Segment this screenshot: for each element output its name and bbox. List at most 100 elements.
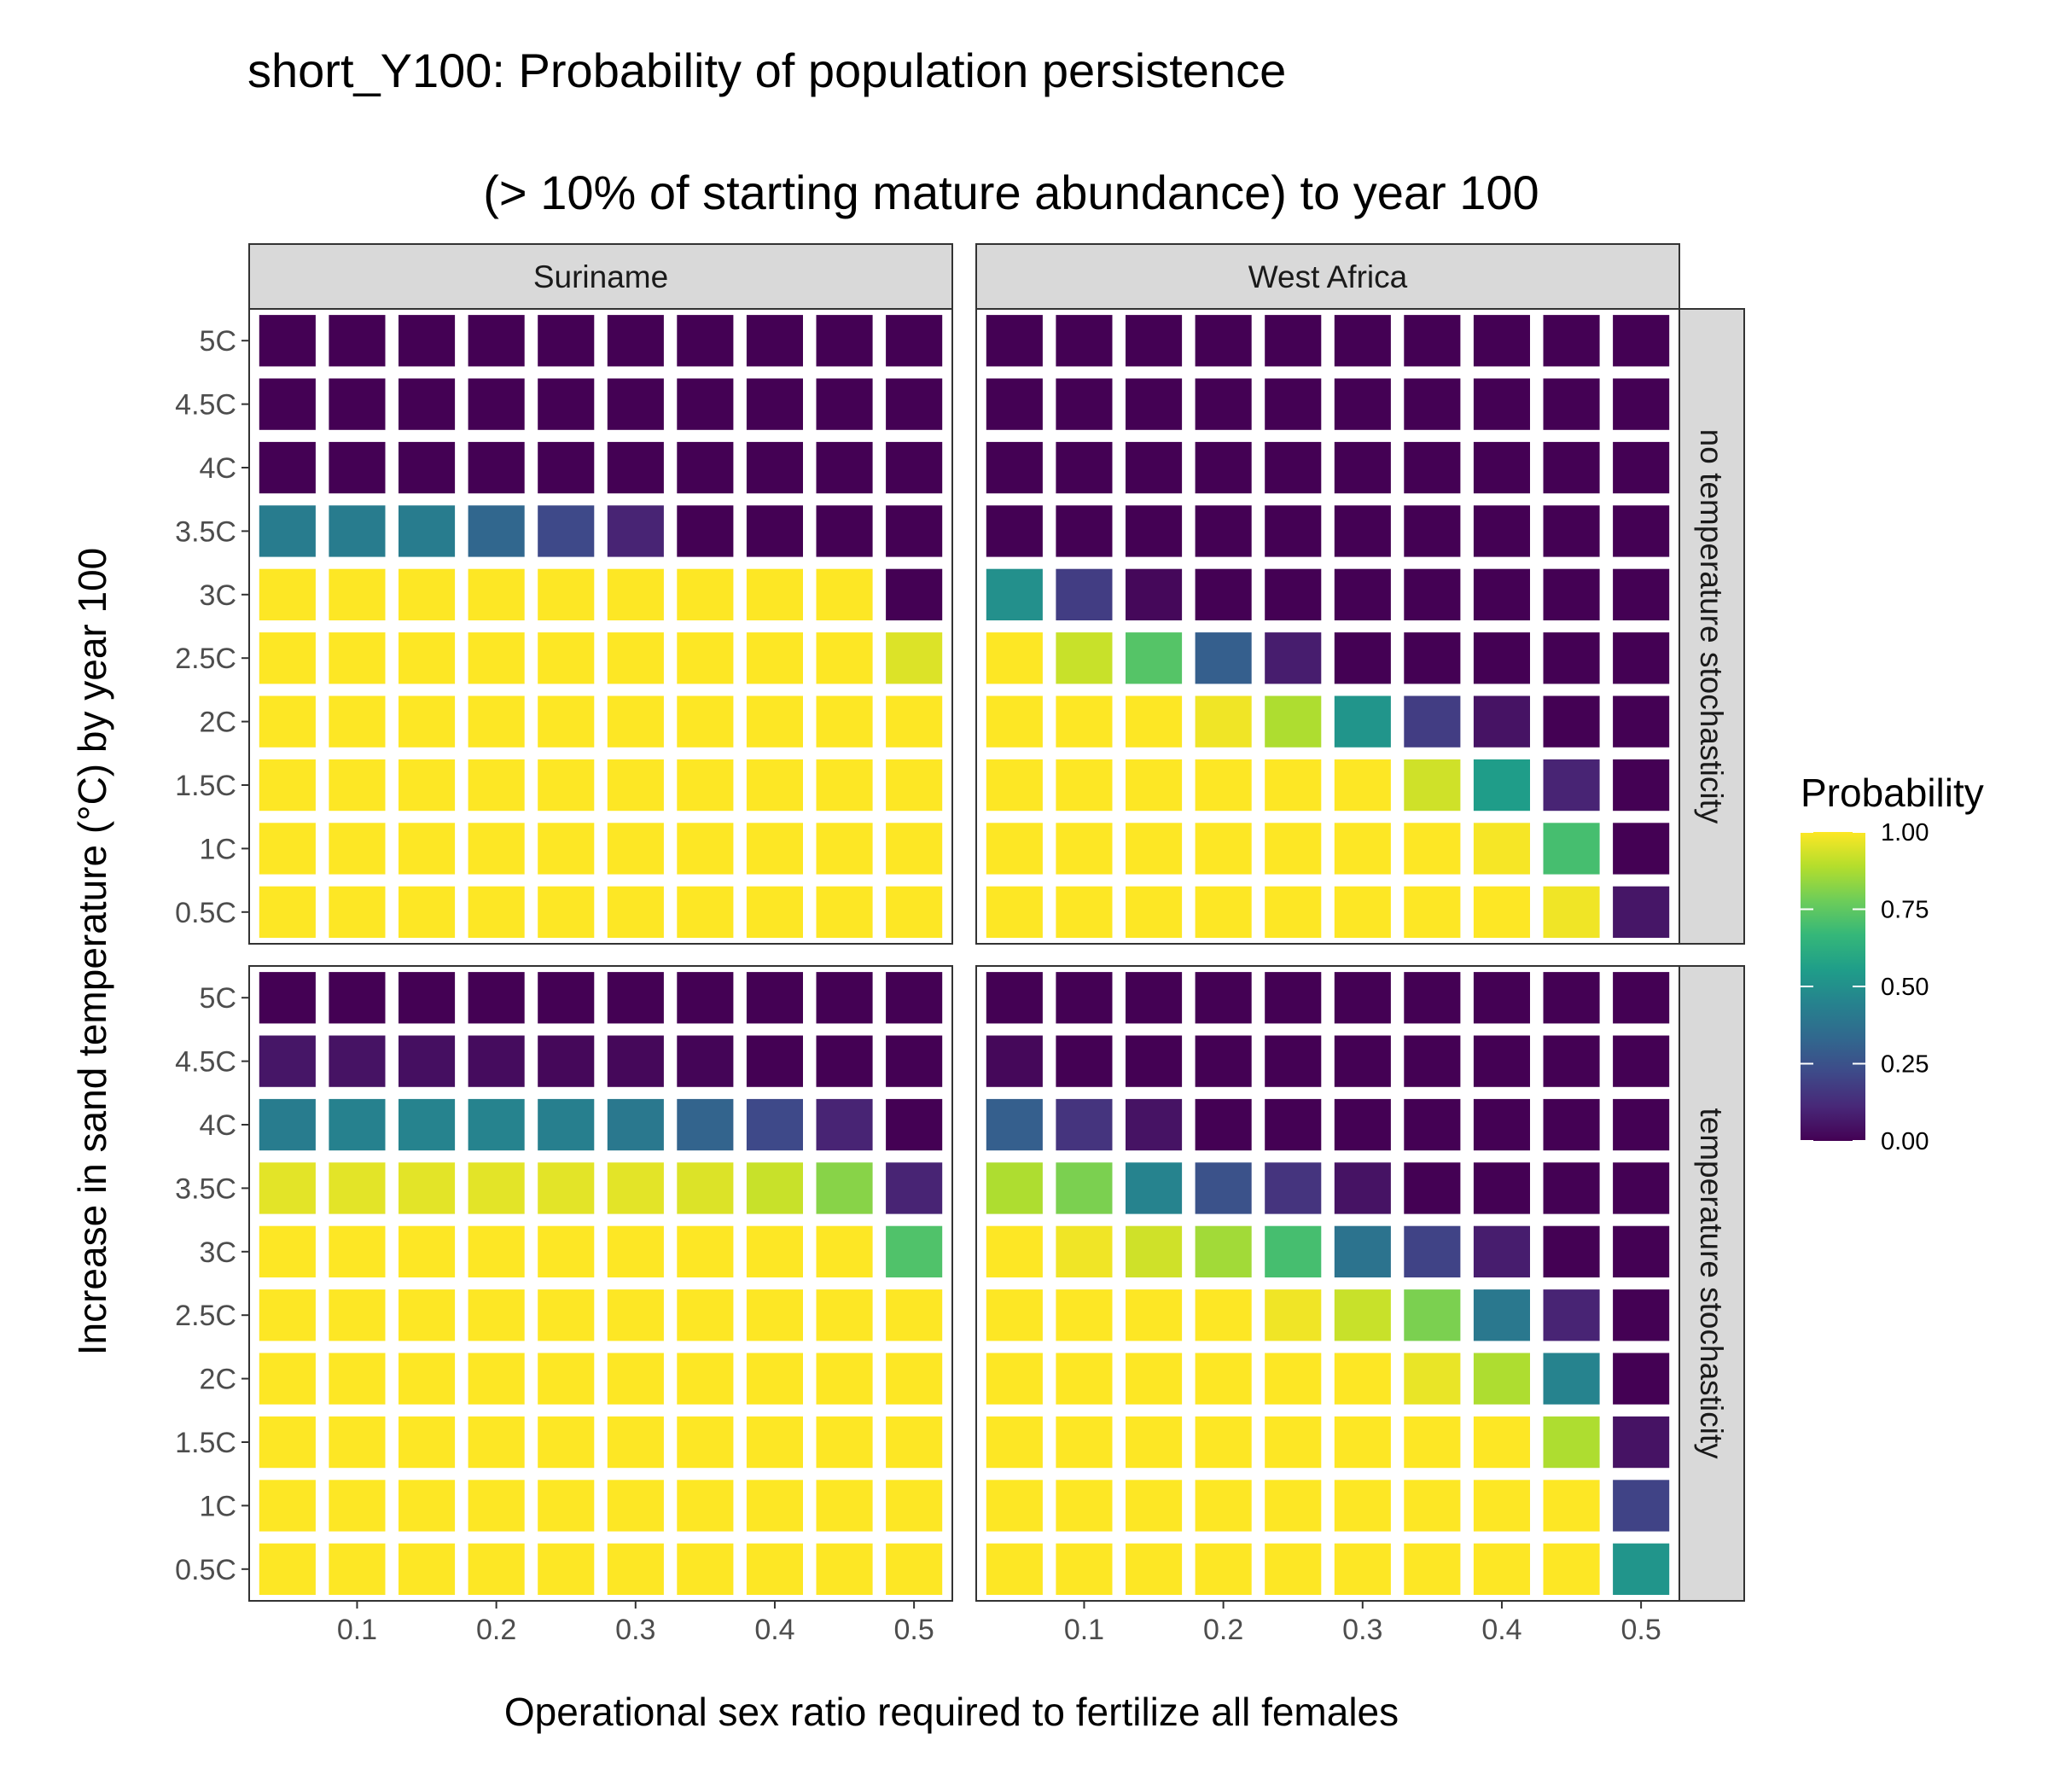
heatmap-tile [1543, 568, 1600, 620]
y-tick-label: 2C [200, 1364, 236, 1396]
heatmap-tile [1473, 568, 1530, 620]
heatmap-tile [468, 1353, 525, 1405]
heatmap-tile [746, 505, 803, 557]
heatmap-tile [1126, 1480, 1183, 1532]
heatmap-tile [677, 1543, 734, 1595]
heatmap-tile [1334, 1035, 1391, 1087]
heatmap-tile [1473, 632, 1530, 684]
heatmap-tile [677, 315, 734, 367]
heatmap-tile [1543, 1416, 1600, 1469]
heatmap-tile [1334, 823, 1391, 875]
heatmap-tile [607, 1480, 664, 1532]
heatmap-tile [1334, 886, 1391, 938]
heatmap-tile [677, 505, 734, 557]
heatmap-tile [886, 823, 943, 875]
legend-break-label: 0.75 [1881, 897, 1929, 924]
heatmap-tile [329, 1416, 386, 1469]
facet-strip-west-africa: West Africa [975, 243, 1680, 310]
heatmap-tile [607, 315, 664, 367]
heatmap-tile [1473, 315, 1530, 367]
heatmap-tile [1195, 632, 1252, 684]
heatmap-tile [986, 972, 1043, 1024]
heatmap-tile [1404, 823, 1461, 875]
heatmap-tile [259, 886, 316, 938]
heatmap-tile [677, 972, 734, 1024]
heatmap-tile [746, 886, 803, 938]
heatmap-tile [1265, 759, 1322, 812]
heatmap-tile [1265, 972, 1322, 1024]
heatmap-tile [399, 441, 456, 494]
heatmap-tile [886, 632, 943, 684]
heatmap-tile [1543, 1289, 1600, 1341]
heatmap-tile [399, 1543, 456, 1595]
heatmap-tile [746, 441, 803, 494]
heatmap-tile [1473, 1543, 1530, 1595]
facet-row-label: temperature stochasticity [1694, 1108, 1729, 1459]
heatmap-tile [1473, 972, 1530, 1024]
heatmap-tile [1126, 886, 1183, 938]
heatmap-tile [468, 823, 525, 875]
heatmap-tile [329, 1225, 386, 1277]
heatmap-tile [329, 1543, 386, 1595]
heatmap-tile [816, 759, 873, 812]
heatmap-tile [1543, 1353, 1600, 1405]
y-tick-label: 5C [200, 982, 236, 1015]
heatmap-tile [1126, 568, 1183, 620]
facet-strip-background [1679, 965, 1745, 1602]
x-tick-label: 0.2 [1203, 1614, 1243, 1646]
heatmap-tile [1404, 1480, 1461, 1532]
heatmap-tile [1543, 1543, 1600, 1595]
heatmap-tile [399, 972, 456, 1024]
heatmap-tile [1056, 1480, 1113, 1532]
x-tick-label: 0.4 [754, 1614, 794, 1646]
heatmap-tile [886, 1162, 943, 1214]
y-tick-label: 4C [200, 452, 236, 485]
heatmap-tile [886, 1480, 943, 1532]
heatmap-tile [1195, 1543, 1252, 1595]
heatmap-tile [816, 1543, 873, 1595]
heatmap-tile [1126, 972, 1183, 1024]
heatmap-tile [1126, 1035, 1183, 1087]
heatmap-tile [1334, 1480, 1391, 1532]
heatmap-tile [677, 568, 734, 620]
heatmap-tile [1473, 1480, 1530, 1532]
heatmap-tile [986, 1416, 1043, 1469]
y-tick-label: 4.5C [175, 389, 236, 422]
heatmap-tile [468, 1225, 525, 1277]
heatmap-tile [259, 315, 316, 367]
heatmap-tile [538, 1480, 595, 1532]
heatmap-tile [986, 1480, 1043, 1532]
heatmap-tile [986, 632, 1043, 684]
heatmap-tile [986, 505, 1043, 557]
facet-strip-background [975, 243, 1680, 310]
heatmap-tile [1265, 632, 1322, 684]
heatmap-tile [1334, 315, 1391, 367]
heatmap-tile [1265, 441, 1322, 494]
x-tick-label: 0.1 [1064, 1614, 1104, 1646]
y-tick-label: 3.5C [175, 1172, 236, 1205]
heatmap-tile [1195, 505, 1252, 557]
heatmap-tile [399, 315, 456, 367]
y-axis-title: Increase in sand temperature (°C) by yea… [70, 548, 114, 1356]
y-tick-label: 3C [200, 579, 236, 612]
heatmap-tile [816, 1480, 873, 1532]
heatmap-tile [746, 1035, 803, 1087]
heatmap-tile [1195, 1480, 1252, 1532]
heatmap-tile [468, 378, 525, 430]
heatmap-tile [259, 1353, 316, 1405]
heatmap-tile [1473, 886, 1530, 938]
heatmap-tile [1613, 505, 1670, 557]
heatmap-tile [468, 315, 525, 367]
heatmap-tile [677, 1035, 734, 1087]
heatmap-tile [677, 1098, 734, 1151]
heatmap-tile [1265, 378, 1322, 430]
heatmap-tile [1126, 1353, 1183, 1405]
heatmap-tile [399, 1416, 456, 1469]
panel-border [248, 308, 953, 945]
heatmap-tile [986, 1162, 1043, 1214]
heatmap-tile [1613, 1035, 1670, 1087]
legend-title: Probability [1801, 771, 1984, 815]
heatmap-tile [1195, 695, 1252, 748]
heatmap-tile [468, 1480, 525, 1532]
